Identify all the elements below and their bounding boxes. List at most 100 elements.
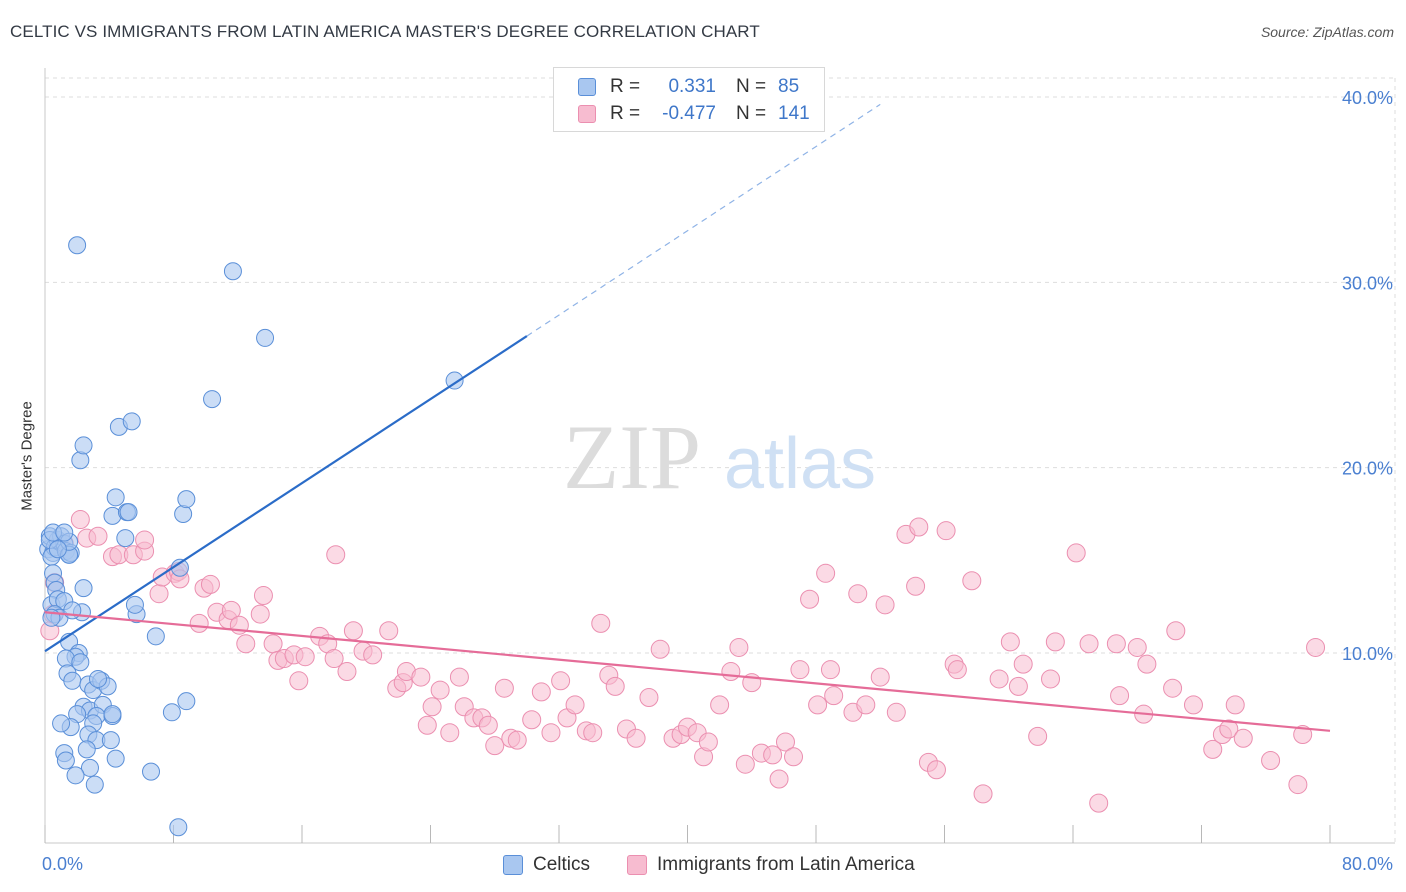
latin-point xyxy=(1163,678,1183,698)
latin-point xyxy=(440,723,460,743)
latin-point xyxy=(591,613,611,633)
celtic-point xyxy=(63,671,82,690)
celtic-point xyxy=(106,488,125,507)
celtic-point xyxy=(116,529,135,548)
latin-point xyxy=(886,702,906,722)
latin-point xyxy=(551,671,571,691)
chart-title: CELTIC VS IMMIGRANTS FROM LATIN AMERICA … xyxy=(10,22,760,41)
celtic-legend-icon xyxy=(503,855,523,875)
celtic-point xyxy=(256,328,275,347)
latin-point xyxy=(522,710,542,730)
source-label: Source: ZipAtlas.com xyxy=(1260,24,1394,40)
latin-point xyxy=(221,600,241,620)
latin-point xyxy=(926,760,946,780)
celtic-point xyxy=(122,412,141,431)
latin-point xyxy=(1079,634,1099,654)
y-tick-label: 40.0% xyxy=(1342,88,1393,108)
latin-point xyxy=(947,660,967,680)
latin-point xyxy=(875,595,895,615)
latin-point xyxy=(936,521,956,541)
latin-point xyxy=(411,667,431,687)
latin-point xyxy=(800,589,820,609)
y-tick-label: 10.0% xyxy=(1342,644,1393,664)
latin-point xyxy=(820,660,840,680)
latin-point xyxy=(721,662,741,682)
latin-point xyxy=(541,723,561,743)
legend-r-value: -0.477 xyxy=(662,103,716,124)
latin-point xyxy=(200,574,220,594)
celtic-swatch-icon xyxy=(578,78,596,96)
legend-r-label: R = xyxy=(610,76,641,97)
latin-swatch-icon xyxy=(578,105,596,123)
latin-point xyxy=(1166,621,1186,641)
grid-lines xyxy=(45,77,1396,843)
latin-point xyxy=(1066,543,1086,563)
x-tick-label: 80.0% xyxy=(1342,854,1393,874)
latin-point xyxy=(485,736,505,756)
latin-point xyxy=(909,517,929,537)
latin-trend-line xyxy=(44,611,1331,732)
latin-point xyxy=(363,645,383,665)
celtic-point xyxy=(162,703,181,722)
axes xyxy=(44,68,1395,844)
latin-point xyxy=(70,510,90,530)
latin-point xyxy=(973,784,993,804)
latin-point xyxy=(1225,695,1245,715)
celtic-point xyxy=(71,451,90,470)
latin-point xyxy=(775,732,795,752)
celtic-legend-label: Celtics xyxy=(533,854,591,875)
latin-point xyxy=(1089,793,1109,813)
legend-r-value: 0.331 xyxy=(668,76,716,97)
celtic-point xyxy=(125,595,144,614)
x-tick-label: 0.0% xyxy=(42,854,83,874)
latin-point xyxy=(1127,637,1147,657)
celtic-point xyxy=(55,523,74,542)
latin-point xyxy=(729,637,749,657)
watermark-atlas: atlas xyxy=(724,424,876,504)
celtic-point xyxy=(169,818,188,837)
bottom-legend-latin: Immigrants from Latin America xyxy=(627,853,915,877)
latin-points xyxy=(40,510,1326,813)
latin-point xyxy=(583,723,603,743)
celtic-point xyxy=(203,390,222,409)
celtic-point xyxy=(48,540,67,559)
watermark-zip: ZIP xyxy=(563,406,701,508)
latin-point xyxy=(1000,632,1020,652)
latin-point xyxy=(565,695,585,715)
latin-point xyxy=(494,678,514,698)
celtic-point xyxy=(174,505,193,523)
latin-point xyxy=(989,669,1009,689)
latin-point xyxy=(1293,725,1313,745)
legend-r-label: R = xyxy=(610,103,641,124)
latin-point xyxy=(1288,775,1308,795)
latin-point xyxy=(1028,726,1048,746)
latin-point xyxy=(816,563,836,583)
latin-point xyxy=(379,621,399,641)
latin-point xyxy=(343,621,363,641)
latin-point xyxy=(263,634,283,654)
celtic-trend-line xyxy=(44,335,528,653)
legend-n-value: 141 xyxy=(778,103,810,124)
celtic-point xyxy=(101,731,120,750)
latin-point xyxy=(1233,728,1253,748)
latin-point xyxy=(1041,669,1061,689)
bottom-legend-celtic: Celtics xyxy=(503,853,590,877)
celtic-point xyxy=(89,669,108,688)
celtic-point xyxy=(71,653,90,672)
celtic-point xyxy=(80,758,99,777)
latin-point xyxy=(650,639,670,659)
latin-point xyxy=(250,604,270,624)
celtic-point xyxy=(52,714,71,733)
latin-point xyxy=(906,576,926,596)
legend-n-label: N = xyxy=(736,103,767,124)
celtic-point xyxy=(74,436,93,455)
latin-point xyxy=(449,667,469,687)
latin-point xyxy=(149,584,169,604)
latin-point xyxy=(289,671,309,691)
latin-legend-label: Immigrants from Latin America xyxy=(657,854,915,875)
celtic-point xyxy=(142,762,161,781)
latin-point xyxy=(337,662,357,682)
latin-point xyxy=(507,730,527,750)
latin-point xyxy=(189,613,209,633)
celtic-trend-extension xyxy=(526,103,881,337)
